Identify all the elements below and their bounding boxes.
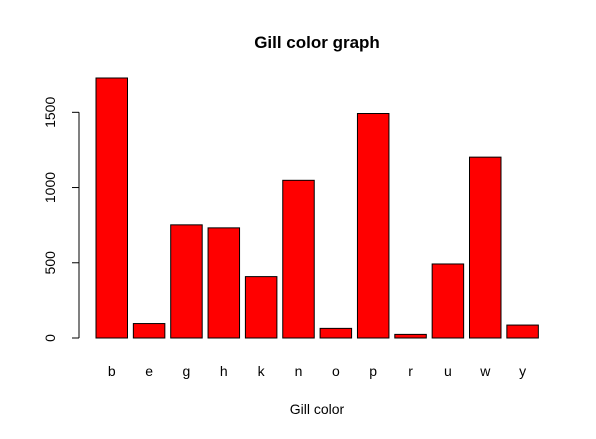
- bar-o: [319, 327, 353, 339]
- x-tick-label-u: u: [444, 363, 452, 379]
- bar-e: [132, 323, 166, 339]
- x-tick-label-e: e: [145, 363, 153, 379]
- y-tick-label-1500: 1500: [42, 97, 58, 128]
- x-tick-label-h: h: [220, 363, 228, 379]
- x-tick-label-k: k: [258, 363, 266, 379]
- bar-p: [356, 113, 390, 339]
- x-tick-label-p: p: [369, 363, 377, 379]
- y-tick-label-500: 500: [42, 251, 58, 275]
- x-tick-label-g: g: [183, 363, 191, 379]
- bar-g: [170, 224, 203, 339]
- bar-w: [469, 156, 502, 339]
- x-axis-label: Gill color: [290, 401, 345, 417]
- y-tick-label-1000: 1000: [42, 172, 58, 203]
- chart-title: Gill color graph: [254, 33, 380, 52]
- x-tick-label-w: w: [479, 363, 491, 379]
- x-tick-label-n: n: [295, 363, 303, 379]
- bar-n: [282, 179, 315, 339]
- bar-r: [394, 333, 427, 339]
- bar-k: [244, 276, 278, 339]
- bar-u: [431, 263, 465, 339]
- bar-b: [95, 77, 128, 339]
- x-tick-label-o: o: [332, 363, 340, 379]
- x-tick-label-b: b: [108, 363, 116, 379]
- y-axis: 0 500 1000 1500: [42, 97, 80, 342]
- y-tick-label-0: 0: [42, 334, 58, 342]
- x-tick-label-r: r: [408, 363, 413, 379]
- bar-y: [506, 324, 539, 339]
- x-tick-label-y: y: [519, 363, 526, 379]
- bar-h: [207, 227, 241, 339]
- bars-group: [95, 77, 539, 339]
